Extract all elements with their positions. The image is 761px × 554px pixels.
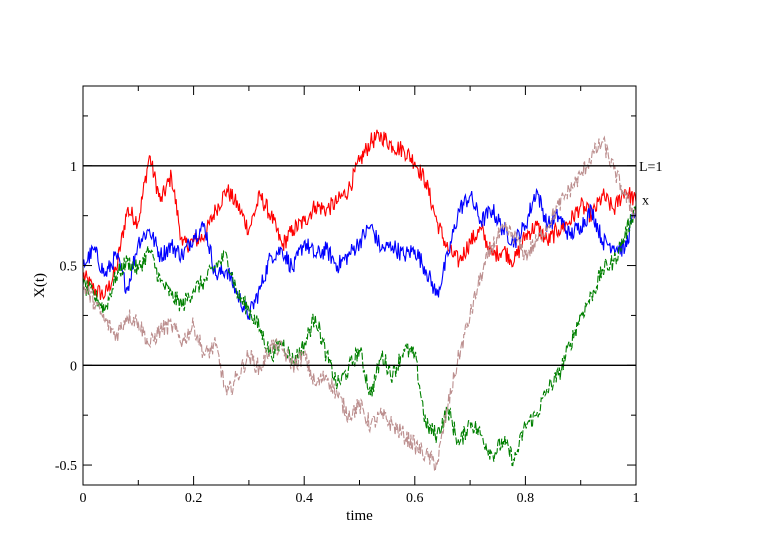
reference-line-label: L=1	[639, 160, 662, 175]
x-tick-label: 0.4	[295, 491, 313, 506]
series-line-4	[82, 135, 637, 473]
series-line-1	[82, 129, 637, 300]
y-tick-label: 0.5	[60, 260, 78, 275]
x-tick-label: 0.2	[185, 491, 203, 506]
x-tick-label: 0.6	[406, 491, 424, 506]
series-line-2	[82, 187, 637, 320]
y-tick-label: 1	[70, 160, 77, 175]
series-layer	[82, 129, 637, 473]
series-line-3	[82, 205, 637, 467]
x-tick-label: 1	[633, 491, 640, 506]
x-tick-label: 0	[80, 491, 87, 506]
endpoint-label: x	[642, 194, 649, 209]
y-tick-label: -0.5	[55, 459, 77, 474]
ticks: 0 0.2 0.4 0.6 0.8 1 -0.5 0 0.5 1	[55, 86, 640, 506]
reference-lines	[83, 165, 636, 366]
x-tick-label: 0.8	[517, 491, 535, 506]
x-axis-label: time	[346, 508, 373, 524]
y-axis-label: X(t)	[32, 273, 48, 298]
y-tick-label: 0	[70, 359, 77, 374]
